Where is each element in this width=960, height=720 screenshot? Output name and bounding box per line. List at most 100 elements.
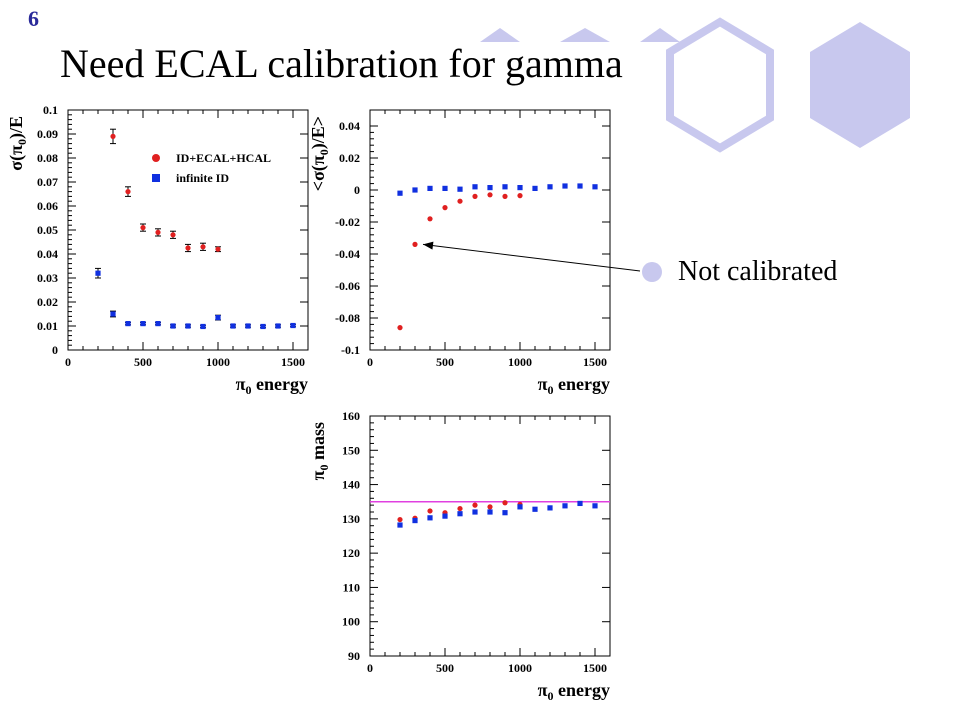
legend-marker: [152, 174, 160, 182]
y-tick-label: 0.02: [37, 295, 58, 309]
data-point: [412, 187, 418, 193]
data-point: [185, 245, 191, 251]
data-point: [517, 504, 523, 510]
y-axis-label: <σ(π0​)/E>: [308, 116, 331, 191]
x-tick-label: 500: [134, 355, 152, 369]
y-tick-label: 100: [342, 615, 360, 629]
data-point: [125, 189, 131, 195]
data-point: [155, 321, 161, 327]
y-tick-label: 0.1: [43, 103, 58, 117]
data-point: [397, 522, 403, 528]
data-point: [472, 184, 478, 190]
x-tick-label: 1500: [583, 661, 607, 675]
x-tick-label: 1000: [206, 355, 230, 369]
x-axis-label: π0​ energy: [538, 680, 610, 703]
y-tick-label: 160: [342, 409, 360, 423]
x-tick-label: 0: [367, 661, 373, 675]
data-point: [427, 216, 433, 222]
y-tick-label: 0: [354, 183, 360, 197]
data-point: [487, 192, 493, 198]
data-point: [260, 323, 266, 330]
x-tick-label: 500: [436, 661, 454, 675]
data-point: [457, 198, 463, 204]
data-point: [487, 185, 493, 191]
callout-bullet-icon: [642, 262, 662, 282]
data-point: [502, 500, 508, 506]
data-point: [517, 185, 523, 191]
triangle-top-left: [480, 28, 520, 42]
y-tick-label: 0.04: [37, 247, 58, 261]
plot-frame: [67, 109, 309, 351]
y-tick-label: 130: [342, 512, 360, 526]
data-point: [215, 246, 221, 252]
data-point: [502, 193, 508, 199]
x-tick-label: 1000: [508, 355, 532, 369]
series-blue: [397, 183, 598, 196]
data-point: [290, 322, 296, 329]
data-point: [502, 510, 508, 516]
data-point: [95, 270, 101, 276]
data-point: [275, 323, 281, 329]
data-point: [230, 323, 236, 329]
x-tick-label: 1000: [508, 661, 532, 675]
x-tick-label: 0: [367, 355, 373, 369]
chart-3: 0 500 1000 1500 90 100 110 120 130 140 150 160 π0​ e…: [308, 409, 611, 703]
data-point: [412, 241, 418, 247]
y-axis-label: π0​ mass: [308, 422, 331, 480]
y-tick-label: -0.1: [341, 343, 360, 357]
legend-label: infinite ID: [176, 171, 229, 185]
series-blue: [397, 500, 598, 528]
y-tick-label: 0.01: [37, 319, 58, 333]
data-point: [427, 508, 433, 514]
data-point: [185, 323, 191, 329]
x-tick-label: 1500: [583, 355, 607, 369]
y-tick-label: -0.06: [335, 279, 360, 293]
x-axis-label: π0​ energy: [236, 374, 308, 397]
data-point: [397, 325, 403, 331]
y-tick-label: 0.03: [37, 271, 58, 285]
data-point: [547, 505, 553, 511]
data-point: [110, 311, 116, 317]
data-point: [577, 183, 583, 189]
y-tick-label: -0.02: [335, 215, 360, 229]
data-point: [532, 185, 538, 191]
chart-2: 0 500 1000 1500 -0.1 -0.08 -0.06 -0.04 -0.02 0 0.0…: [308, 109, 611, 397]
data-point: [457, 505, 463, 512]
data-point: [245, 323, 251, 329]
legend-label: ID+ECAL+HCAL: [176, 151, 271, 165]
data-point: [472, 509, 478, 515]
data-point: [562, 183, 568, 189]
data-point: [577, 500, 583, 507]
legend: ID+ECAL+HCAL infinite ID: [152, 151, 271, 185]
y-tick-label: 0.02: [339, 151, 360, 165]
data-point: [502, 184, 508, 190]
data-point: [487, 509, 493, 515]
data-point: [110, 133, 116, 139]
y-tick-label: 0.04: [339, 119, 360, 133]
y-tick-label: 0.07: [37, 175, 58, 189]
data-point: [140, 225, 146, 231]
data-point: [442, 513, 448, 519]
y-tick-label: -0.08: [335, 311, 360, 325]
data-point: [427, 515, 433, 521]
data-point: [592, 503, 598, 509]
data-point: [472, 502, 478, 508]
data-point: [125, 321, 131, 327]
slide-title: Need ECAL calibration for gamma: [60, 41, 623, 86]
x-tick-label: 500: [436, 355, 454, 369]
data-point: [457, 186, 463, 192]
x-tick-label: 0: [65, 355, 71, 369]
legend-marker: [152, 154, 160, 162]
y-tick-label: -0.04: [335, 247, 360, 261]
data-point: [457, 511, 463, 517]
x-axis-label: π0​ energy: [538, 374, 610, 397]
data-point: [200, 323, 206, 330]
y-tick-label: 0.05: [37, 223, 58, 237]
series-red: [397, 192, 523, 331]
y-tick-label: 140: [342, 478, 360, 492]
series-blue: [95, 267, 296, 330]
data-point: [427, 185, 433, 191]
y-tick-label: 90: [348, 649, 360, 663]
y-tick-label: 150: [342, 443, 360, 457]
